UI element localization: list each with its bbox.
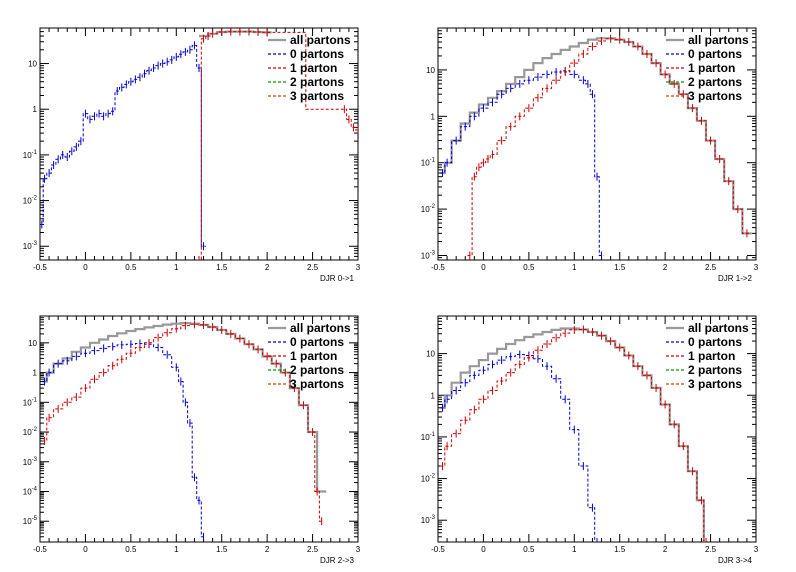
x-tick-label: 2 (265, 263, 270, 272)
legend-entry: 2 partons (290, 75, 344, 89)
y-tick-label: 10-3 (23, 457, 38, 467)
y-tick-label: 10-5 (23, 516, 38, 526)
x-tick-label: 3 (356, 263, 361, 272)
x-tick-label: 2.5 (705, 263, 717, 272)
y-tick-label: 10-2 (23, 427, 38, 437)
y-tick-label: 10-1 (421, 432, 436, 442)
legend-entry: 2 partons (688, 363, 742, 377)
x-tick-label: 2 (663, 545, 668, 554)
y-tick-label: 10-2 (421, 204, 436, 214)
y-tick-label: 10-3 (421, 251, 436, 261)
y-tick-label: 10-3 (421, 515, 436, 525)
x-axis-title: DJR 1->2 (718, 274, 753, 283)
x-tick-label: -0.5 (431, 545, 445, 554)
legend-entry: 3 partons (688, 89, 742, 103)
series-line-0-partons (42, 343, 206, 538)
y-tick-label: 10 (28, 60, 37, 69)
legend-entry: 2 partons (290, 363, 344, 377)
y-tick-label: 10-1 (23, 150, 38, 160)
series-line-all-partons (42, 322, 327, 493)
series-line-1-parton (440, 329, 709, 542)
legend-entry: 1 parton (688, 61, 735, 75)
y-tick-label: 10-1 (421, 158, 436, 168)
chart-panel-4: -0.5 0 0.5 1 1.5 2 2.5 3 10-3 10-2 10-1 1 10 DJR 3->4… (421, 315, 759, 565)
x-tick-label: 2 (265, 545, 270, 554)
x-tick-label: 0 (481, 545, 486, 554)
x-tick-label: 1 (572, 545, 577, 554)
series-line-0-partons (440, 354, 600, 542)
series-line-0-partons (40, 44, 206, 247)
legend-entry: 0 partons (688, 47, 742, 61)
x-tick-label: 2 (663, 263, 668, 272)
x-tick-label: 2.5 (705, 545, 717, 554)
legend-entry: 3 partons (290, 377, 344, 391)
x-tick-label: 0.5 (125, 545, 137, 554)
legend-entry: 3 partons (290, 89, 344, 103)
x-tick-label: -0.5 (33, 263, 47, 272)
x-tick-label: 3 (754, 263, 759, 272)
x-tick-label: 1.5 (216, 263, 228, 272)
x-tick-label: 0 (481, 263, 486, 272)
y-tick-label: 10-3 (23, 241, 38, 251)
x-tick-label: 0 (83, 545, 88, 554)
plot-frame (437, 27, 757, 261)
legend-entry: 1 parton (290, 61, 337, 75)
y-tick-label: 1 (33, 105, 38, 114)
x-tick-label: 1.5 (614, 545, 626, 554)
plot-frame (39, 315, 359, 543)
x-axis-title: DJR 3->4 (718, 556, 753, 565)
legend-entry: all partons (688, 33, 749, 47)
legend-entry: 3 partons (688, 377, 742, 391)
x-tick-label: -0.5 (33, 545, 47, 554)
x-tick-label: 1 (174, 545, 179, 554)
legend-entry: 1 parton (290, 349, 337, 363)
y-tick-label: 10-2 (421, 474, 436, 484)
legend-entry: all partons (290, 33, 351, 47)
x-tick-label: 0.5 (523, 263, 535, 272)
x-tick-label: 0.5 (523, 545, 535, 554)
y-tick-label: 1 (431, 112, 436, 121)
x-tick-label: 0.5 (125, 263, 137, 272)
x-axis-title: DJR 2->3 (320, 556, 355, 565)
y-tick-label: 1 (431, 391, 436, 400)
x-tick-label: 3 (754, 545, 759, 554)
y-tick-label: 10-2 (23, 196, 38, 206)
x-axis-title: DJR 0->1 (320, 274, 355, 283)
x-tick-label: -0.5 (431, 263, 445, 272)
x-tick-label: 2.5 (307, 263, 319, 272)
y-tick-label: 10 (426, 350, 435, 359)
x-tick-label: 1 (572, 263, 577, 272)
x-tick-label: 0 (83, 263, 88, 272)
x-tick-label: 1.5 (216, 545, 228, 554)
legend-entry: all partons (688, 321, 749, 335)
y-tick-label: 10-4 (23, 486, 38, 496)
x-tick-label: 2.5 (307, 545, 319, 554)
x-tick-label: 3 (356, 545, 361, 554)
series-line-all-partons (440, 37, 752, 235)
y-tick-label: 10 (28, 339, 37, 348)
x-tick-label: 1 (174, 263, 179, 272)
series-line-1-parton (42, 323, 324, 522)
x-tick-label: 1.5 (614, 263, 626, 272)
y-tick-label: 10 (426, 66, 435, 75)
legend-entry: 0 partons (290, 47, 344, 61)
chart-panel-1: -0.5 0 0.5 1 1.5 2 2.5 3 10-3 10-2 10-1 1 10 DJR 0->1… (23, 27, 361, 283)
legend-entry: all partons (290, 321, 351, 335)
legend-entry: 1 parton (688, 349, 735, 363)
legend-entry: 2 partons (688, 75, 742, 89)
series-line-all-partons (440, 327, 709, 542)
chart-panel-3: -0.5 0 0.5 1 1.5 2 2.5 3 10-5 10-4 10-3 10-2 10-1 1 10… (23, 315, 361, 565)
chart-panel-2: -0.5 0 0.5 1 1.5 2 2.5 3 10-3 10-2 10-1 1 10 DJR 1->2… (421, 27, 759, 283)
legend-entry: 0 partons (290, 335, 344, 349)
y-tick-label: 1 (33, 369, 38, 378)
series-line-0-partons (440, 70, 604, 256)
series-line-1-parton (467, 38, 752, 256)
legend-entry: 0 partons (688, 335, 742, 349)
y-tick-label: 10-1 (23, 397, 38, 407)
